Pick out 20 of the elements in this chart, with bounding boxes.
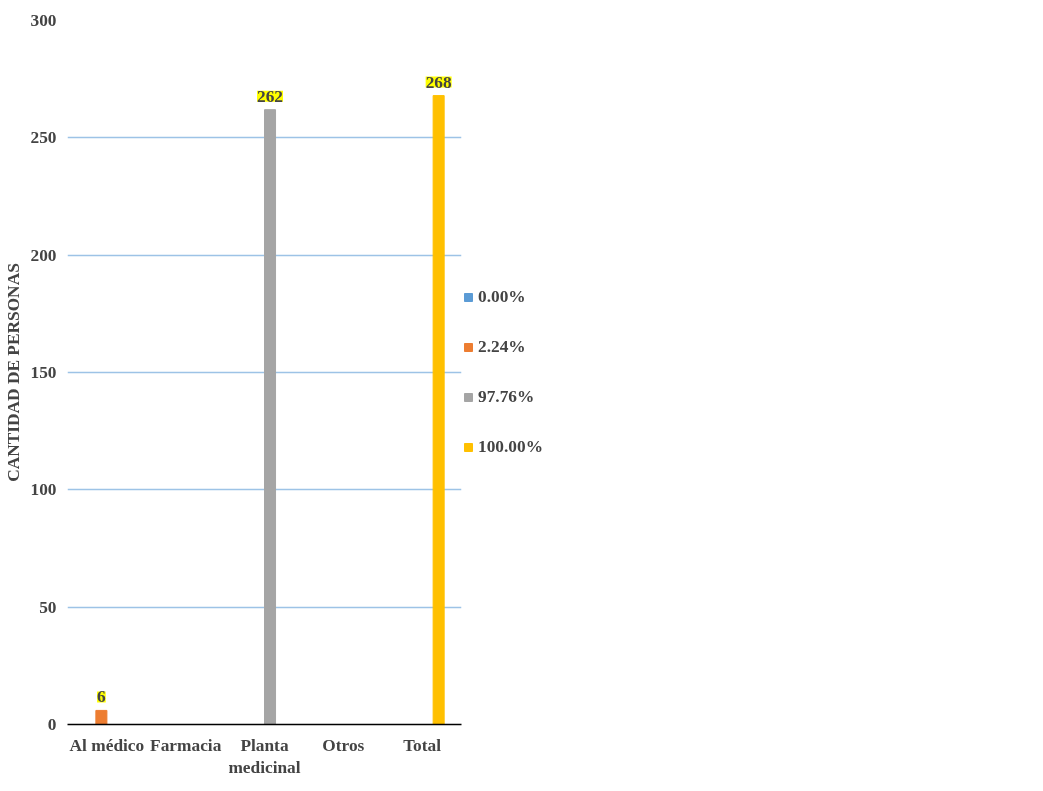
legend-label: 2.24% bbox=[478, 337, 526, 357]
x-tick-label: Total bbox=[403, 735, 442, 755]
y-tick-label: 200 bbox=[30, 245, 57, 265]
legend-label: 100.00% bbox=[478, 437, 543, 457]
legend-label: 97.76% bbox=[478, 387, 535, 407]
data-label: 6 bbox=[97, 687, 107, 707]
x-tick-label: Planta medicinal bbox=[228, 735, 301, 778]
y-tick-label: 50 bbox=[39, 597, 57, 617]
y-tick-label: 0 bbox=[47, 715, 57, 734]
legend-label: 0.00% bbox=[478, 287, 526, 307]
x-tick-label: Farmacia bbox=[150, 735, 222, 755]
y-tick-label: 150 bbox=[30, 363, 57, 382]
y-tick-label: 250 bbox=[30, 128, 57, 148]
data-label: 268 bbox=[425, 72, 452, 92]
x-tick-label: Otros bbox=[322, 735, 365, 755]
data-label: 262 bbox=[257, 86, 284, 106]
y-tick-label: 300 bbox=[30, 11, 57, 30]
x-tick-label: Al médico bbox=[69, 735, 145, 755]
y-tick-label: 100 bbox=[30, 480, 57, 500]
y-axis-title: CANTIDAD DE PERSONAS bbox=[3, 263, 23, 482]
